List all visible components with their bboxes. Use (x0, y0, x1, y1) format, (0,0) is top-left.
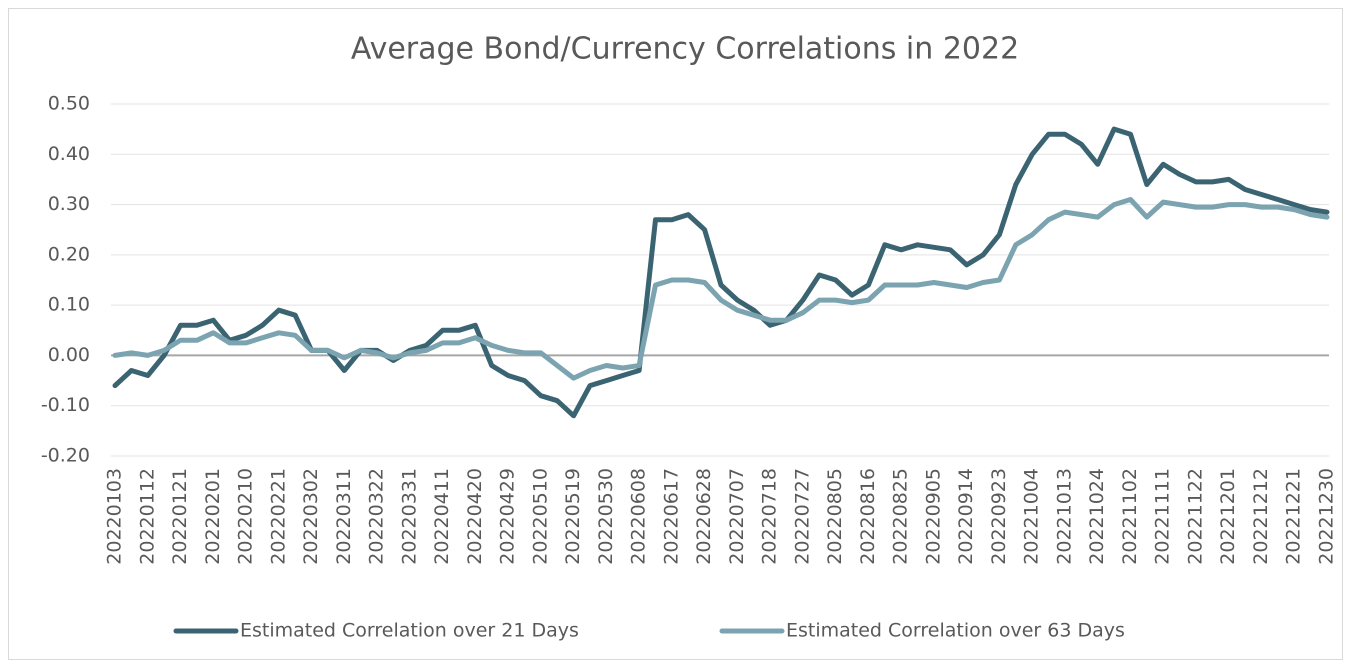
x-tick-label: 20220608 (628, 468, 650, 565)
x-tick-label: 20221111 (1152, 468, 1174, 565)
x-tick-label: 20220718 (759, 468, 781, 565)
x-tick-label: 20220210 (235, 468, 257, 565)
x-tick-label: 20220805 (824, 468, 846, 565)
x-tick-label: 20220727 (791, 468, 813, 565)
x-tick-label: 20220121 (169, 468, 191, 565)
y-tick-label: -0.10 (41, 394, 90, 416)
x-tick-label: 20220825 (890, 468, 912, 565)
x-tick-label: 20220221 (267, 468, 289, 565)
x-tick-label: 20220816 (857, 468, 879, 565)
chart-title: Average Bond/Currency Correlations in 20… (351, 32, 1019, 67)
x-tick-label: 20220103 (104, 468, 126, 565)
y-tick-label: 0.20 (48, 243, 90, 265)
x-tick-label: 20221024 (1086, 468, 1108, 565)
legend-label: Estimated Correlation over 63 Days (786, 620, 1125, 642)
legend-label: Estimated Correlation over 21 Days (240, 620, 579, 642)
x-tick-label: 20220510 (529, 468, 551, 565)
x-tick-label: 20220420 (464, 468, 486, 565)
series-line (112, 197, 1330, 381)
x-tick-label: 20220311 (333, 468, 355, 565)
x-tick-label: 20220923 (988, 468, 1010, 565)
x-tick-label: 20220905 (922, 468, 944, 565)
y-tick-label: 0.50 (48, 93, 90, 115)
x-tick-label: 20220201 (202, 468, 224, 565)
x-tick-label: 20220411 (431, 468, 453, 565)
x-tick-label: 20220302 (300, 468, 322, 565)
x-tick-label: 20221013 (1053, 468, 1075, 565)
x-tick-label: 20220914 (955, 468, 977, 565)
x-tick-label: 20221201 (1217, 468, 1239, 565)
chart-frame (8, 8, 1343, 660)
x-tick-label: 20221004 (1021, 468, 1043, 565)
x-tick-label: 20220617 (660, 468, 682, 565)
y-tick-label: 0.00 (48, 344, 90, 366)
x-tick-label: 20221221 (1283, 468, 1305, 565)
x-tick-label: 20220519 (562, 468, 584, 565)
x-tick-label: 20220429 (497, 468, 519, 565)
x-tick-label: 20220331 (398, 468, 420, 565)
x-tick-label: 20220322 (366, 468, 388, 565)
x-tick-label: 20221212 (1250, 468, 1272, 565)
x-tick-label: 20220530 (595, 468, 617, 565)
x-tick-label: 20221102 (1119, 468, 1141, 565)
y-tick-label: 0.30 (48, 193, 90, 215)
x-tick-label: 20221122 (1184, 468, 1206, 565)
y-tick-label: 0.40 (48, 143, 90, 165)
x-tick-label: 20220112 (136, 468, 158, 565)
x-tick-label: 20221230 (1316, 468, 1338, 565)
y-tick-label: -0.20 (41, 445, 90, 467)
x-tick-label: 20220707 (726, 468, 748, 565)
x-tick-label: 20220628 (693, 468, 715, 565)
y-tick-label: 0.10 (48, 294, 90, 316)
